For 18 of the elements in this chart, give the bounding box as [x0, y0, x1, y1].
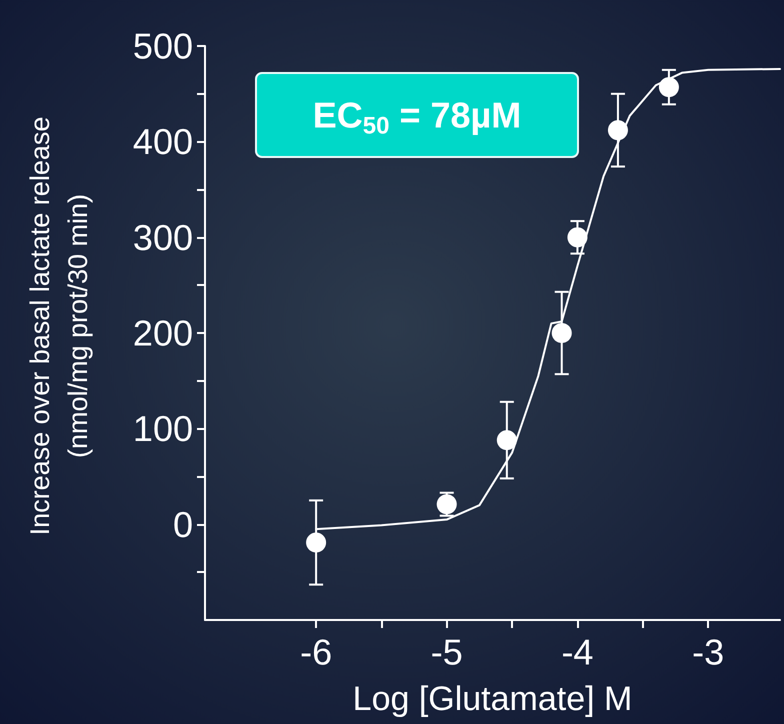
y-tick-label: 100 [132, 408, 193, 450]
point [608, 120, 628, 140]
x-tick-label: -5 [430, 632, 463, 672]
x-tick-label: -6 [300, 632, 332, 672]
point [567, 227, 588, 248]
point [496, 430, 517, 450]
y-tick-label: 0 [172, 504, 193, 545]
x-axis-title: Log [Glutamate] M [352, 680, 632, 718]
point [306, 532, 326, 553]
y-axis-title: Increase over basal lactate release (nmol/mg prot/30 min) [25, 116, 93, 536]
y-tick-label: 400 [132, 121, 193, 162]
x-tick-label: -4 [561, 632, 594, 672]
x-tick-label: -3 [692, 632, 724, 672]
point [552, 323, 572, 343]
y-tick-label: 200 [132, 312, 193, 354]
y-tick-label: 500 [132, 26, 193, 66]
y-tick-label: 300 [132, 216, 193, 258]
point [658, 77, 679, 98]
